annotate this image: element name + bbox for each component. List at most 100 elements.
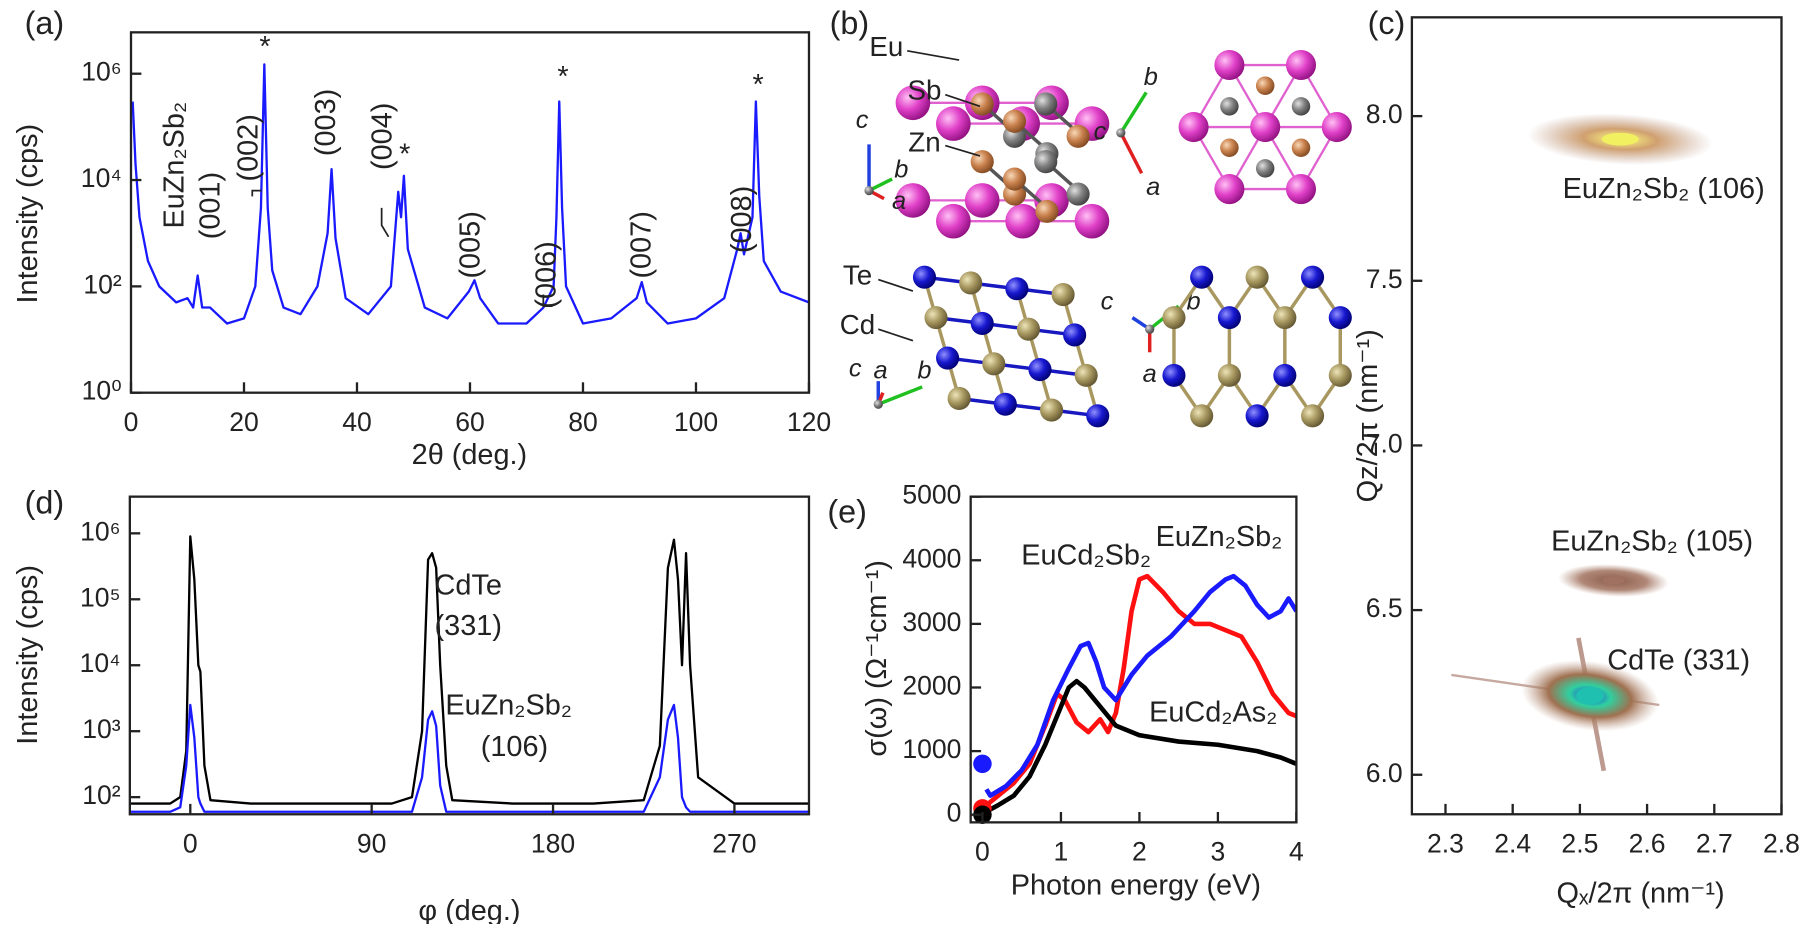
y-tick-label: 7.5	[1366, 264, 1403, 294]
annotation: (001)	[194, 172, 226, 239]
y-axis-label: σ(ω) (Ω⁻¹cm⁻¹)	[861, 560, 893, 757]
atom	[924, 306, 948, 330]
atom	[1255, 76, 1275, 95]
atom	[1063, 323, 1087, 347]
atom	[1074, 203, 1110, 239]
bond	[877, 385, 923, 406]
y-tick-label: 5000	[902, 480, 961, 510]
structure-label: Eu	[869, 31, 903, 62]
atom	[993, 392, 1017, 416]
structure-label: b	[1144, 63, 1158, 91]
y-axis-label: Qz/2π (nm⁻¹)	[1352, 329, 1384, 502]
atom	[936, 346, 960, 370]
x-tick-label: 1	[1054, 837, 1069, 867]
x-tick-label: 4	[1289, 837, 1304, 867]
atom	[1086, 404, 1110, 428]
atom	[895, 85, 931, 121]
x-axis-label: Photon energy (eV)	[1011, 870, 1261, 902]
x-tick-label: 0	[975, 837, 990, 867]
annotation: (004)	[367, 103, 399, 170]
leader-line	[542, 294, 553, 307]
y-tick-label: 1000	[902, 734, 961, 764]
atom	[1035, 199, 1059, 223]
x-tick-label: 0	[183, 828, 198, 858]
panel-label: (c)	[1368, 5, 1406, 41]
annotation: *	[557, 61, 568, 93]
plot-area	[131, 63, 809, 325]
annotation: *	[399, 139, 410, 171]
atom	[1220, 97, 1239, 116]
annotation: (002)	[233, 114, 265, 181]
y-tick-label: 7.0	[1366, 428, 1403, 458]
atom	[964, 183, 1000, 218]
atom	[970, 150, 994, 174]
atom	[1245, 265, 1269, 289]
atom	[1214, 50, 1245, 81]
annotation: *	[259, 31, 270, 63]
atom	[1005, 203, 1040, 239]
atom	[1214, 174, 1245, 205]
y-tick-label: 10⁶	[81, 57, 121, 87]
atom	[873, 399, 883, 409]
atom	[1145, 324, 1155, 334]
structure-label: Sb	[908, 75, 942, 106]
y-axis-label: Intensity (cps)	[12, 565, 44, 745]
x-tick-label: 90	[357, 828, 387, 858]
plot-frame	[128, 495, 811, 816]
leader-line	[251, 189, 262, 197]
plot-area	[984, 573, 1297, 814]
y-tick-label: 10³	[82, 714, 121, 744]
annotation: *	[753, 69, 764, 101]
y-tick-label: 10⁰	[82, 376, 122, 406]
x-tick-label: 2	[1132, 837, 1147, 867]
series-line	[985, 678, 1297, 814]
panel-label: (b)	[830, 5, 870, 41]
atom	[1291, 138, 1311, 157]
annotation: EuZn₂Sb₂ (105)	[1551, 525, 1753, 557]
structure-label: c	[1094, 118, 1107, 146]
atom	[1190, 265, 1214, 289]
spot-core	[1576, 687, 1604, 705]
series-label: EuZn₂Sb₂	[445, 689, 572, 721]
atom	[1005, 277, 1029, 301]
atom	[947, 386, 971, 411]
structure-label: a	[1146, 173, 1160, 201]
atom	[1162, 363, 1186, 387]
structure-label: a	[874, 357, 888, 385]
atom	[1273, 306, 1297, 330]
atom	[1328, 363, 1352, 387]
y-tick-label: 10²	[83, 269, 122, 299]
x-tick-label: 120	[787, 407, 831, 437]
y-tick-label: 10⁶	[80, 516, 120, 546]
y-tick-label: 10⁴	[81, 163, 122, 193]
y-tick-label: 8.0	[1366, 99, 1403, 129]
y-tick-label: 10²	[82, 780, 121, 810]
series-label: (106)	[481, 731, 548, 763]
atom	[1220, 138, 1239, 157]
atom	[1066, 182, 1090, 206]
x-axis-label: φ (deg.)	[418, 895, 520, 924]
series-label: EuCd₂As₂	[1149, 696, 1277, 728]
x-tick-label: 2.8	[1763, 828, 1800, 858]
atom	[1285, 50, 1317, 81]
atom	[1034, 150, 1058, 174]
structure-label: b	[894, 156, 908, 184]
spot-core	[1602, 576, 1625, 585]
atom	[1066, 124, 1090, 148]
atom	[970, 311, 994, 335]
atom	[1178, 112, 1209, 143]
bond	[878, 328, 914, 342]
series-label: CdTe	[435, 569, 502, 601]
spot-core	[1601, 132, 1639, 146]
atom	[895, 183, 931, 218]
atom	[1250, 112, 1281, 143]
atom	[1255, 159, 1275, 178]
annotation: (008)	[726, 186, 758, 253]
annotation: (007)	[625, 211, 657, 278]
structure-label: c	[856, 106, 869, 134]
x-tick-label: 80	[568, 407, 598, 437]
series-line	[131, 63, 809, 325]
atom	[1116, 128, 1126, 138]
